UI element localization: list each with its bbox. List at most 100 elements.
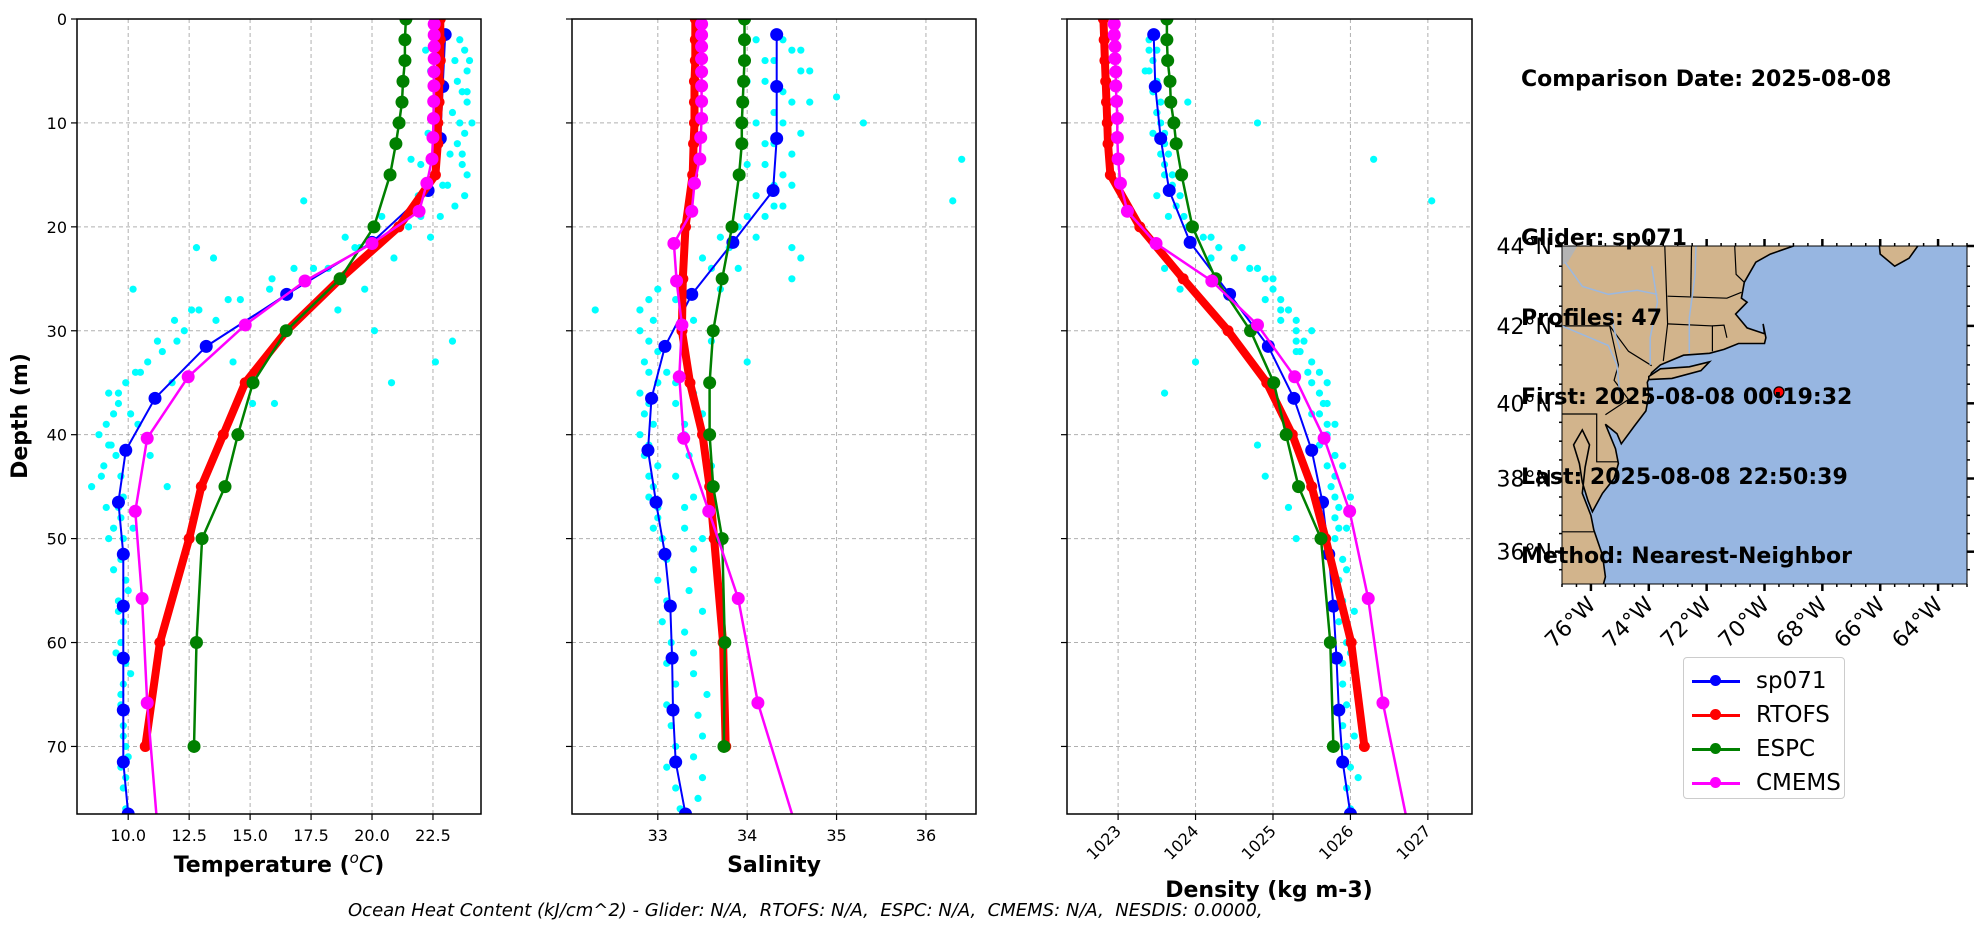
scatter-point (1215, 244, 1223, 252)
series-marker-cmems (1110, 111, 1124, 125)
scatter-point (591, 306, 599, 314)
scatter-point (788, 150, 796, 158)
series-marker-cmems (140, 696, 154, 710)
scatter-point (689, 753, 698, 761)
scatter-point (663, 763, 671, 771)
scatter-point (703, 690, 711, 699)
series-marker-glider (658, 339, 672, 353)
series-marker-glider (679, 807, 693, 814)
scatter-point (1296, 347, 1304, 356)
series-marker-glider (766, 183, 780, 197)
comparison-date: Comparison Date: 2025-08-08 (1521, 67, 1892, 92)
series-marker-rtofs (1100, 75, 1112, 87)
x-tick-label: 1027 (1392, 821, 1434, 863)
temperature-label-unit: C (359, 853, 375, 878)
series-marker-cmems (667, 236, 681, 250)
series-marker-cmems (181, 370, 195, 384)
scatter-point (1277, 295, 1285, 304)
lat-tick-label: 42°N (1497, 315, 1552, 340)
scatter-point (446, 150, 454, 158)
series-marker-espc (1292, 480, 1306, 494)
x-tick-label: 10.0 (110, 826, 146, 845)
series-marker-espc (715, 272, 729, 286)
scatter-point (105, 389, 113, 397)
series-marker-espc (736, 95, 750, 109)
scatter-point (127, 670, 135, 678)
map-frame (1561, 245, 1968, 585)
scatter-point (300, 197, 308, 205)
scatter-point (1342, 566, 1351, 574)
glider-location-marker (1773, 386, 1785, 398)
scatter-point (1164, 150, 1173, 158)
series-marker-glider (119, 443, 133, 457)
scatter-point (761, 56, 769, 65)
series-marker-glider (1183, 235, 1197, 249)
series-marker-glider (1326, 599, 1340, 613)
series-marker-cmems (695, 94, 709, 108)
series-marker-espc (735, 137, 749, 151)
scatter-point (752, 119, 760, 127)
legend-swatch-rtofs (1692, 705, 1740, 725)
series-marker-glider (1287, 391, 1301, 405)
scatter-point (168, 379, 176, 387)
scatter-point (180, 327, 188, 335)
scatter-point (105, 441, 113, 449)
series-marker-glider (199, 339, 213, 353)
scatter-point (170, 316, 179, 324)
scatter-point (752, 233, 760, 241)
scatter-point (694, 794, 702, 803)
series-marker-rtofs (195, 481, 207, 493)
series-marker-espc (1314, 532, 1328, 546)
scatter-point (417, 160, 425, 169)
scatter-point (334, 306, 342, 314)
scatter-point (463, 171, 471, 179)
plot-area (88, 19, 476, 814)
scatter-point (672, 399, 680, 408)
river (1688, 246, 1697, 354)
scatter-point (1246, 264, 1254, 273)
x-tick-label: 17.5 (293, 826, 329, 845)
scatter-point (649, 420, 657, 428)
scatter-point (640, 358, 648, 366)
scatter-point (1207, 233, 1215, 241)
state-border (1562, 325, 1653, 367)
scatter-point (443, 181, 452, 189)
scatter-point (212, 316, 220, 324)
series-marker-cmems (731, 591, 745, 605)
scatter-point (1327, 483, 1335, 491)
scatter-point (1164, 212, 1173, 221)
scatter-point (654, 576, 662, 584)
y-tick-label: 50 (47, 530, 67, 549)
series-marker-espc (1164, 95, 1178, 109)
scatter-point (1191, 358, 1200, 366)
legend-swatch-espc (1692, 739, 1740, 759)
scatter-point (1308, 327, 1316, 335)
scatter-point (1331, 493, 1339, 501)
scatter-point (1315, 389, 1324, 397)
series-marker-cmems (695, 65, 709, 79)
scatter-point (743, 212, 751, 221)
scatter-point (187, 306, 196, 314)
scatter-point (127, 410, 135, 418)
scatter-point (672, 472, 680, 480)
scatter-point (97, 472, 105, 480)
series-marker-glider (770, 132, 784, 146)
series-marker-espc (195, 532, 209, 546)
scatter-point (407, 155, 415, 163)
series-marker-espc (1160, 33, 1174, 47)
long-island (1648, 360, 1713, 381)
map-area (1562, 246, 1967, 584)
series-marker-espc (738, 19, 752, 26)
scatter-point (102, 503, 110, 512)
scatter-point (146, 451, 154, 460)
scatter-point (461, 46, 469, 54)
series-marker-espc (1279, 428, 1293, 442)
scatter-point (426, 233, 435, 241)
series-marker-glider (116, 651, 130, 665)
scatter-point (109, 524, 118, 532)
lon-tick-label: 68°W (1772, 592, 1833, 653)
series-marker-cmems (687, 176, 701, 190)
scatter-point (788, 98, 796, 106)
scatter-point (1339, 555, 1347, 563)
series-marker-glider (641, 443, 655, 457)
